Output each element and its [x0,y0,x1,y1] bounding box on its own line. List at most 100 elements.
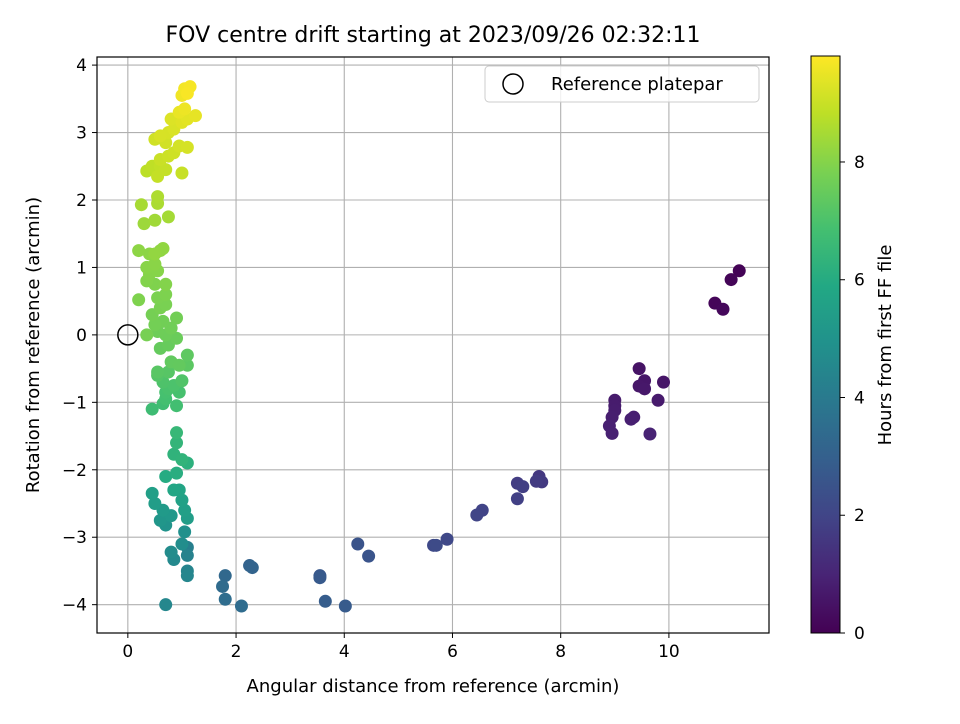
y-tick-label: −3 [62,528,87,548]
legend-box [484,65,760,103]
data-point [161,210,175,224]
chart-title: FOV centre drift starting at 2023/09/26 … [166,23,701,48]
data-point [153,129,167,143]
data-points [132,80,746,613]
data-point [145,486,159,500]
data-point [180,140,194,154]
data-point [180,348,194,362]
data-point [148,247,162,261]
data-point [732,264,746,278]
x-tick-label: 6 [447,642,458,662]
colorbar-tick-label: 4 [854,388,865,408]
reference-platepar-marker [117,324,139,346]
x-tick-label: 0 [122,642,133,662]
data-point [516,480,530,494]
y-tick-label: 2 [76,191,87,211]
legend: Reference platepar [484,65,760,103]
data-point [175,537,189,551]
data-point [151,190,165,204]
reference-marker-group [117,324,139,346]
data-point [180,548,194,562]
x-axis-label: Angular distance from reference (arcmin) [247,676,620,697]
grid-lines [97,57,769,633]
data-point [145,402,159,416]
data-point [529,474,543,488]
data-point [362,549,376,563]
y-tick-label: −4 [62,596,87,616]
legend-entry-label: Reference platepar [551,74,723,95]
data-point [188,109,202,123]
data-point [510,492,524,506]
y-tick-label: 1 [76,258,87,278]
data-point [175,374,189,388]
data-point [351,537,365,551]
data-point [175,493,189,507]
data-point [175,166,189,180]
data-point [148,318,162,332]
colorbar-tick-label: 0 [854,624,865,644]
data-point [643,427,657,441]
data-point [651,393,665,407]
data-point [724,273,738,287]
data-point [178,102,192,116]
x-tick-label: 4 [339,642,350,662]
colorbar-tick-label: 2 [854,506,865,526]
data-point [632,362,646,376]
data-point [245,561,259,575]
data-point [153,513,167,527]
y-tick-label: 0 [76,326,87,346]
data-point [167,483,181,497]
data-point [218,592,232,606]
data-point [638,382,652,396]
data-point [148,497,162,511]
legend-reference-marker [502,73,524,95]
data-point [716,302,730,316]
data-point [605,426,619,440]
data-point [170,466,184,480]
data-point [218,569,232,583]
data-point [216,579,230,593]
x-axis-ticks: 0 2 4 6 8 10 [122,633,680,662]
data-point [148,213,162,227]
y-tick-label: −2 [62,461,87,481]
data-point [170,436,184,450]
y-axis-ticks: −4 −3 −2 −1 0 1 2 3 4 [62,56,97,616]
data-point [440,532,454,546]
data-point [180,569,194,583]
data-point [132,293,146,307]
data-point [178,503,192,517]
data-point [159,598,173,612]
data-point [170,426,184,440]
data-point [313,571,327,585]
colorbar-ticks: 0 2 4 6 8 [840,153,865,644]
x-tick-label: 10 [658,642,680,662]
data-point [134,198,148,212]
data-point [170,399,184,413]
data-point [132,244,146,258]
y-tick-label: 3 [76,124,87,144]
data-point [159,287,173,301]
colorbar: 0 2 4 6 8 Hours from first FF file [810,55,896,644]
x-tick-label: 2 [231,642,242,662]
data-point [178,525,192,539]
data-point [159,470,173,484]
colorbar-tick-label: 6 [854,271,865,291]
data-point [151,365,165,379]
data-point [159,277,173,291]
data-point [624,412,638,426]
data-point [318,594,332,608]
plot-frame [96,56,770,634]
x-tick-label: 8 [555,642,566,662]
y-tick-label: 4 [76,56,87,76]
data-point [164,545,178,559]
y-axis-label: Rotation from reference (arcmin) [23,197,44,493]
data-point [148,257,162,271]
data-point [470,508,484,522]
y-tick-label: −1 [62,393,87,413]
data-point [180,86,194,100]
data-point [137,217,151,231]
colorbar-label: Hours from first FF file [875,245,896,446]
data-point [175,453,189,467]
